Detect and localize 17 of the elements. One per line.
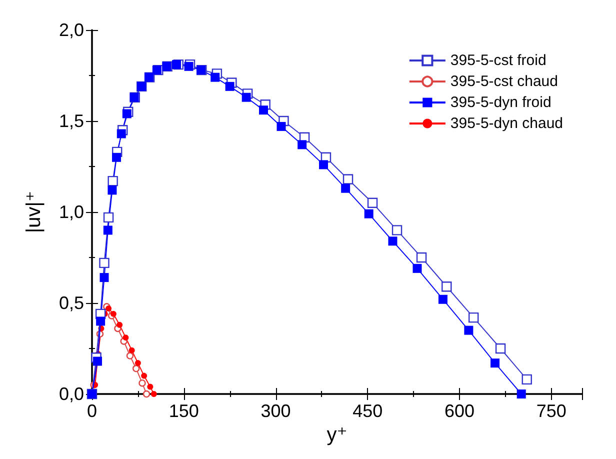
x-tick-label: 450 [352,401,383,421]
y-tick-label: 0,5 [58,293,84,313]
x-axis-title: y⁺ [326,424,348,446]
x-tick-label: 0 [86,401,98,421]
x-tick-label: 150 [168,401,199,421]
x-tick-label: 600 [444,401,475,421]
y-tick-label: 1,5 [58,111,84,131]
y-tick-label: 0,0 [58,384,84,404]
legend-label: 395-5-dyn froid [450,94,552,111]
legend-label: 395-5-cst froid [450,52,546,69]
x-tick-label: 750 [536,401,566,421]
y-tick-label: 1,0 [58,202,84,222]
legend-label: 395-5-cst chaud [450,73,558,90]
legend-label: 395-5-dyn chaud [450,115,564,132]
x-tick-label: 300 [260,401,291,421]
y-tick-label: 2,0 [58,20,84,40]
y-axis-title: |uv|⁺ [23,190,45,234]
